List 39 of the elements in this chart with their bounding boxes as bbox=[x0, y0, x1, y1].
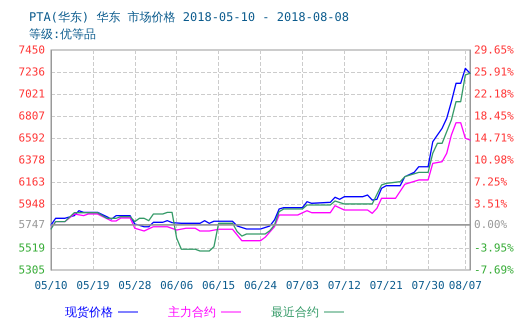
y-tick-label: 5948 bbox=[18, 198, 45, 211]
chart-subtitle: 等级:优等品 bbox=[29, 27, 96, 41]
y-tick-label: 7021 bbox=[18, 88, 45, 100]
y2-tick-label: -7.69% bbox=[474, 264, 514, 276]
x-tick-label: 07/03 bbox=[286, 279, 319, 292]
y2-tick-label: 10.98% bbox=[474, 154, 514, 166]
y2-tick-label: 22.18% bbox=[474, 88, 514, 101]
y-tick-label: 6378 bbox=[18, 153, 45, 166]
y2-tick-label: 3.51% bbox=[474, 198, 508, 211]
y2-tick-label: 29.65% bbox=[474, 44, 514, 56]
y-tick-label: 7236 bbox=[18, 65, 45, 78]
x-tick-label: 05/10 bbox=[34, 279, 68, 292]
x-tick-label: 06/06 bbox=[160, 279, 194, 292]
legend-label: 主力合约 bbox=[168, 305, 216, 319]
x-tick-label: 07/21 bbox=[370, 279, 403, 292]
y2-tick-label: 18.45% bbox=[474, 109, 514, 122]
x-tick-label: 05/28 bbox=[118, 279, 152, 292]
y-tick-label: 7450 bbox=[18, 44, 45, 56]
y-tick-label: 6807 bbox=[18, 109, 45, 122]
y2-tick-label: 7.25% bbox=[474, 175, 508, 188]
y2-tick-label: 14.71% bbox=[474, 132, 514, 145]
legend-label: 现货价格 bbox=[65, 305, 113, 319]
x-tick-label: 08/07 bbox=[448, 279, 482, 292]
y2-tick-label: 25.91% bbox=[474, 66, 514, 79]
x-tick-label: 06/24 bbox=[244, 279, 278, 292]
x-tick-label: 07/12 bbox=[328, 279, 361, 292]
y-tick-label: 5305 bbox=[18, 264, 45, 276]
y-tick-label: 5747 bbox=[18, 218, 45, 232]
y-tick-label: 5519 bbox=[18, 242, 45, 255]
y-tick-label: 6163 bbox=[18, 176, 45, 188]
x-tick-label: 07/30 bbox=[412, 279, 445, 292]
y2-tick-label: -3.95% bbox=[474, 241, 514, 254]
legend-label: 最近合约 bbox=[271, 305, 319, 319]
y-tick-label: 6592 bbox=[18, 132, 45, 144]
chart-title: PTA(华东) 华东 市场价格 2018-05-10 - 2018-08-08 bbox=[29, 10, 349, 24]
x-tick-label: 06/15 bbox=[202, 279, 236, 292]
line-series bbox=[50, 122, 471, 242]
x-tick-label: 05/19 bbox=[76, 279, 110, 292]
y2-tick-label: 0.00% bbox=[474, 218, 508, 232]
